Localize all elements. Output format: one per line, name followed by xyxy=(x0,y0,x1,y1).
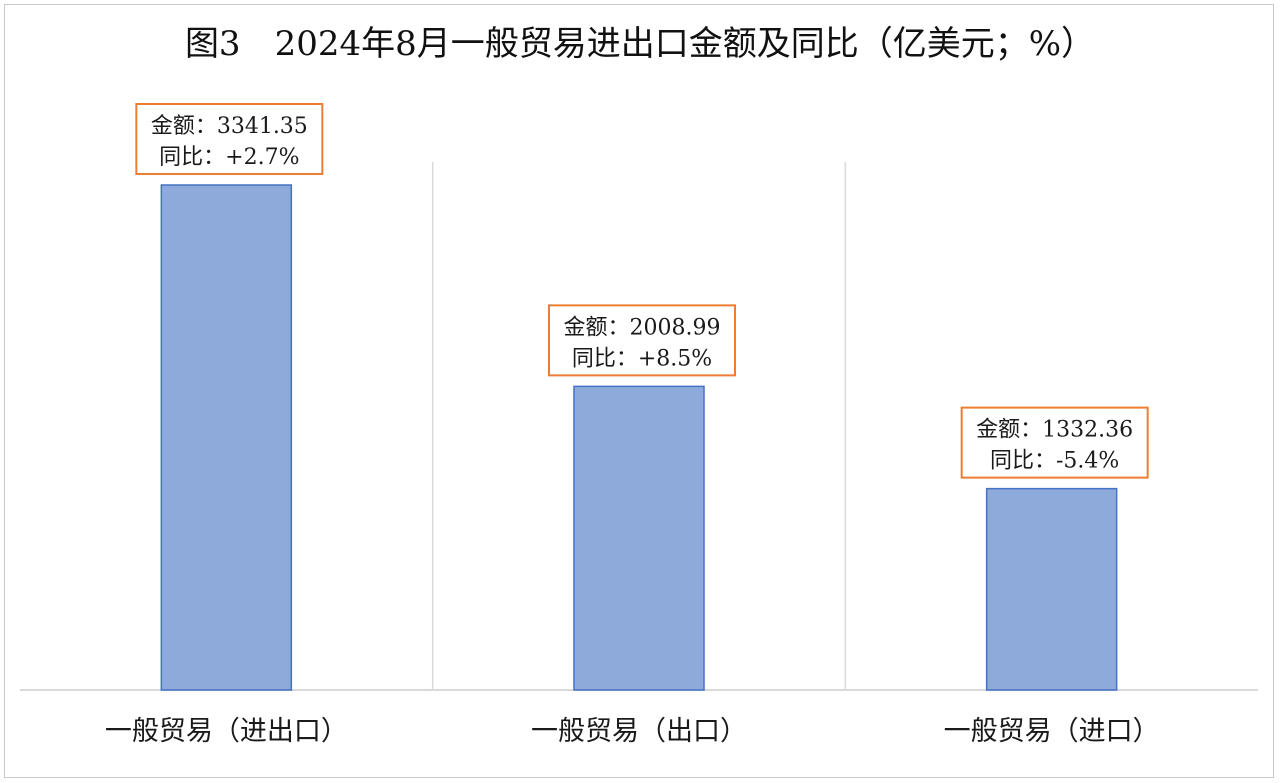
data-label-amount-1: 金额：3341.35 xyxy=(151,114,308,139)
data-label-box-1: 金额：3341.35 同比：+2.7% xyxy=(135,103,324,175)
data-label-box-2: 金额：2008.99 同比：+8.5% xyxy=(548,304,736,377)
data-label-yoy-1: 同比：+2.7% xyxy=(159,145,299,170)
chart-title: 图3 2024年8月一般贸易进出口金额及同比（亿美元；%） xyxy=(185,24,1095,64)
data-label-yoy-2: 同比：+8.5% xyxy=(572,346,712,371)
data-label-border xyxy=(548,304,736,377)
category-label-3: 一般贸易（进口） xyxy=(944,716,1160,747)
bar-2 xyxy=(573,385,705,691)
category-label-1: 一般贸易（进出口） xyxy=(105,716,348,747)
data-label-box-3: 金额：1332.36 同比：-5.4% xyxy=(960,406,1149,479)
category-label-2: 一般贸易（出口） xyxy=(531,716,747,747)
data-label-border xyxy=(960,406,1149,479)
bar-1 xyxy=(160,184,293,691)
bar-3 xyxy=(985,487,1118,691)
data-label-border xyxy=(135,103,324,175)
data-label-amount-2: 金额：2008.99 xyxy=(564,315,721,340)
data-label-yoy-3: 同比：-5.4% xyxy=(990,449,1119,474)
chart-frame xyxy=(4,4,1274,778)
data-label-amount-3: 金额：1332.36 xyxy=(976,418,1133,443)
